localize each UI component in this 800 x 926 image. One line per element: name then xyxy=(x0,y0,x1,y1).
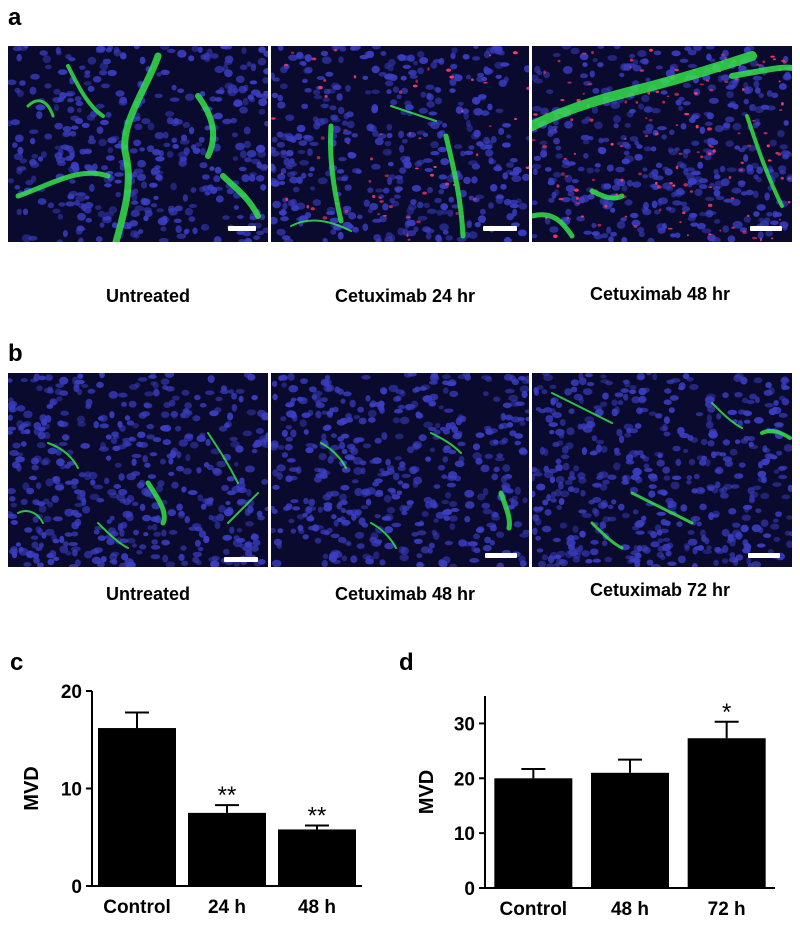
caption-b-cetuximab-72hr: Cetuximab 72 hr xyxy=(589,580,731,600)
y-tick-label: 0 xyxy=(464,879,475,900)
x-tick-label: Control xyxy=(103,897,171,918)
significance-marker: ** xyxy=(308,803,327,830)
micrograph-b-untreated xyxy=(8,373,268,567)
bar xyxy=(278,829,356,886)
significance-marker: ** xyxy=(218,782,237,809)
bar xyxy=(687,738,766,888)
micrograph-b-cetuximab-72hr xyxy=(532,373,792,567)
panel-a-letter: a xyxy=(8,4,22,31)
y-tick-label: 10 xyxy=(454,824,475,845)
scale-bar xyxy=(750,226,782,231)
micrograph-a-cetuximab-48hr xyxy=(532,46,792,242)
bar xyxy=(591,772,669,888)
panel-d-letter: d xyxy=(399,649,414,676)
x-tick-label: 24 h xyxy=(208,897,246,918)
scale-bar xyxy=(485,553,517,558)
x-tick-label: 48 h xyxy=(298,897,336,918)
bar xyxy=(188,812,266,886)
bar xyxy=(494,778,573,888)
y-tick-label: 0 xyxy=(71,877,82,898)
significance-marker: * xyxy=(722,699,731,726)
caption-b-untreated: Untreated xyxy=(105,584,190,604)
bar xyxy=(98,728,176,886)
y-axis-label: MVD xyxy=(416,770,438,814)
bar-chart-d: d 0 10 20 30 MVD Control 48 h * 72 h xyxy=(399,649,775,920)
micrograph-a-untreated xyxy=(8,46,268,242)
x-tick-label: 48 h xyxy=(611,899,649,920)
panel-c-letter: c xyxy=(10,649,23,676)
micrograph-a-cetuximab-24hr xyxy=(271,46,529,242)
x-tick-label: Control xyxy=(500,899,568,920)
caption-a-untreated: Untreated xyxy=(105,286,190,306)
y-tick-label: 10 xyxy=(61,780,82,801)
y-tick-label: 20 xyxy=(454,769,475,790)
scale-bar xyxy=(228,226,256,231)
y-axis-label: MVD xyxy=(21,766,43,810)
x-tick-label: 72 h xyxy=(708,899,746,920)
panel-b-letter: b xyxy=(8,340,23,367)
scale-bar xyxy=(748,553,780,558)
caption-a-cetuximab-48hr: Cetuximab 48 hr xyxy=(589,284,731,304)
caption-b-cetuximab-48hr: Cetuximab 48 hr xyxy=(334,584,476,604)
scale-bar xyxy=(483,226,517,231)
bar-chart-c: c 0 10 20 MVD Control ** 24 h ** 48 h xyxy=(10,649,362,918)
y-tick-label: 30 xyxy=(454,714,475,735)
caption-a-cetuximab-24hr: Cetuximab 24 hr xyxy=(334,286,476,306)
scale-bar xyxy=(224,557,258,562)
y-tick-label: 20 xyxy=(61,682,82,703)
micrograph-b-cetuximab-48hr xyxy=(271,373,529,567)
